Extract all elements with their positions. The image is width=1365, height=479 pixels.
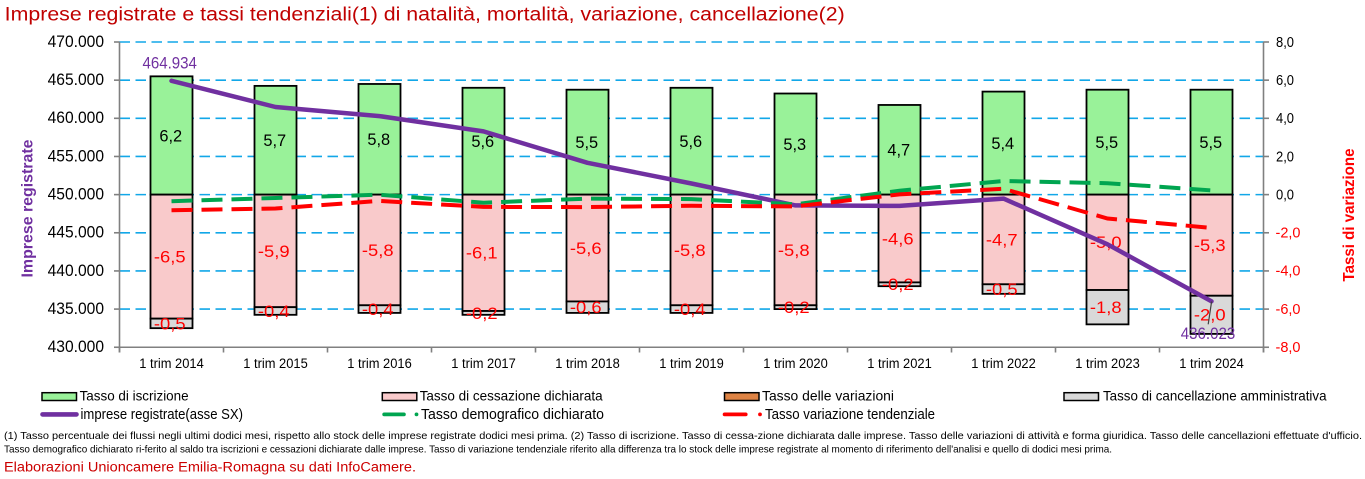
- svg-text:Tasso variazione tendenziale: Tasso variazione tendenziale: [765, 407, 935, 423]
- svg-text:0,0: 0,0: [1276, 186, 1294, 203]
- svg-text:Tasso demografico dichiarato: Tasso demografico dichiarato: [421, 407, 604, 423]
- svg-text:1 trim 2018: 1 trim 2018: [555, 356, 620, 372]
- svg-text:6,2: 6,2: [159, 127, 182, 145]
- svg-text:430.000: 430.000: [48, 338, 104, 356]
- svg-text:(1) Tasso percentuale dei flus: (1) Tasso percentuale dei flussi negli u…: [4, 431, 1362, 442]
- svg-text:1 trim 2016: 1 trim 2016: [347, 356, 412, 372]
- svg-text:-4,0: -4,0: [1276, 263, 1301, 280]
- svg-text:-4,7: -4,7: [986, 231, 1018, 249]
- svg-text:4,7: 4,7: [887, 142, 910, 160]
- svg-text:-4,6: -4,6: [882, 230, 914, 248]
- svg-text:1 trim 2019: 1 trim 2019: [659, 356, 724, 372]
- svg-text:1 trim 2015: 1 trim 2015: [243, 356, 308, 372]
- svg-text:Tasso di cancellazione amminis: Tasso di cancellazione amministrativa: [1103, 389, 1327, 404]
- svg-text:1 trim 2023: 1 trim 2023: [1075, 356, 1140, 372]
- svg-text:460.000: 460.000: [48, 109, 104, 127]
- svg-text:-5,9: -5,9: [258, 243, 290, 261]
- svg-text:5,6: 5,6: [471, 133, 494, 151]
- svg-text:465.000: 465.000: [48, 71, 104, 89]
- svg-text:470.000: 470.000: [48, 33, 104, 51]
- svg-text:-5,8: -5,8: [778, 242, 810, 260]
- svg-text:-0,4: -0,4: [362, 301, 394, 319]
- svg-text:1 trim 2014: 1 trim 2014: [139, 356, 204, 372]
- svg-text:5,5: 5,5: [1199, 134, 1222, 152]
- svg-text:Imprese registrate: Imprese registrate: [19, 139, 36, 277]
- svg-text:1 trim 2020: 1 trim 2020: [763, 356, 828, 372]
- svg-text:455.000: 455.000: [48, 147, 104, 165]
- svg-text:2,0: 2,0: [1276, 148, 1294, 165]
- svg-text:-1,8: -1,8: [1090, 299, 1122, 317]
- svg-text:5,3: 5,3: [783, 136, 806, 154]
- svg-text:Tasso delle variazioni: Tasso delle variazioni: [762, 389, 894, 404]
- svg-text:8,0: 8,0: [1276, 34, 1294, 51]
- svg-text:1 trim 2024: 1 trim 2024: [1179, 356, 1244, 372]
- svg-text:5,8: 5,8: [367, 131, 390, 149]
- svg-text:1 trim 2021: 1 trim 2021: [867, 356, 932, 372]
- svg-text:5,5: 5,5: [575, 134, 598, 152]
- svg-text:Imprese registrate e tassi ten: Imprese registrate e tassi tendenziali(1…: [5, 4, 845, 26]
- svg-text:-5,3: -5,3: [1194, 237, 1226, 255]
- svg-text:1 trim 2017: 1 trim 2017: [451, 356, 516, 372]
- svg-text:4,0: 4,0: [1276, 110, 1294, 127]
- svg-text:Tassi di variazione: Tassi di variazione: [1341, 148, 1358, 281]
- svg-text:-0,4: -0,4: [258, 303, 290, 321]
- svg-text:-0,5: -0,5: [154, 315, 186, 333]
- svg-text:-8,0: -8,0: [1276, 339, 1301, 356]
- svg-text:-5,6: -5,6: [570, 240, 602, 258]
- svg-text:-0,6: -0,6: [570, 299, 602, 317]
- svg-text:-0,4: -0,4: [674, 301, 706, 319]
- svg-text:-0,2: -0,2: [466, 305, 498, 323]
- svg-text:-6,5: -6,5: [154, 249, 186, 267]
- svg-text:5,6: 5,6: [679, 133, 702, 151]
- svg-text:Tasso di iscrizione: Tasso di iscrizione: [80, 389, 189, 404]
- svg-text:1 trim 2022: 1 trim 2022: [971, 356, 1036, 372]
- svg-text:6,0: 6,0: [1276, 72, 1294, 89]
- svg-text:Tasso di cessazione dichiarata: Tasso di cessazione dichiarata: [420, 389, 603, 404]
- svg-text:Tasso demografico dichiarato r: Tasso demografico dichiarato ri-ferito a…: [4, 445, 1112, 456]
- svg-text:imprese registrate(asse SX): imprese registrate(asse SX): [81, 407, 244, 423]
- svg-text:450.000: 450.000: [48, 186, 104, 204]
- svg-text:-0,2: -0,2: [778, 299, 810, 317]
- svg-text:-0,5: -0,5: [986, 281, 1018, 299]
- svg-text:Elaborazioni Unioncamere Emili: Elaborazioni Unioncamere Emilia-Romagna …: [4, 460, 416, 476]
- svg-text:-5,8: -5,8: [674, 242, 706, 260]
- svg-text:5,5: 5,5: [1095, 134, 1118, 152]
- svg-text:-6,1: -6,1: [466, 245, 498, 263]
- svg-text:-0,2: -0,2: [882, 276, 914, 294]
- svg-text:440.000: 440.000: [48, 262, 104, 280]
- svg-text:464.934: 464.934: [142, 55, 197, 73]
- svg-text:445.000: 445.000: [48, 224, 104, 242]
- svg-text:-2,0: -2,0: [1276, 225, 1301, 242]
- svg-text:436.023: 436.023: [1181, 325, 1236, 343]
- svg-text:5,4: 5,4: [991, 135, 1014, 153]
- svg-text:-5,8: -5,8: [362, 242, 394, 260]
- svg-text:435.000: 435.000: [48, 300, 104, 318]
- svg-text:-6,0: -6,0: [1276, 301, 1301, 318]
- svg-text:5,7: 5,7: [263, 132, 286, 150]
